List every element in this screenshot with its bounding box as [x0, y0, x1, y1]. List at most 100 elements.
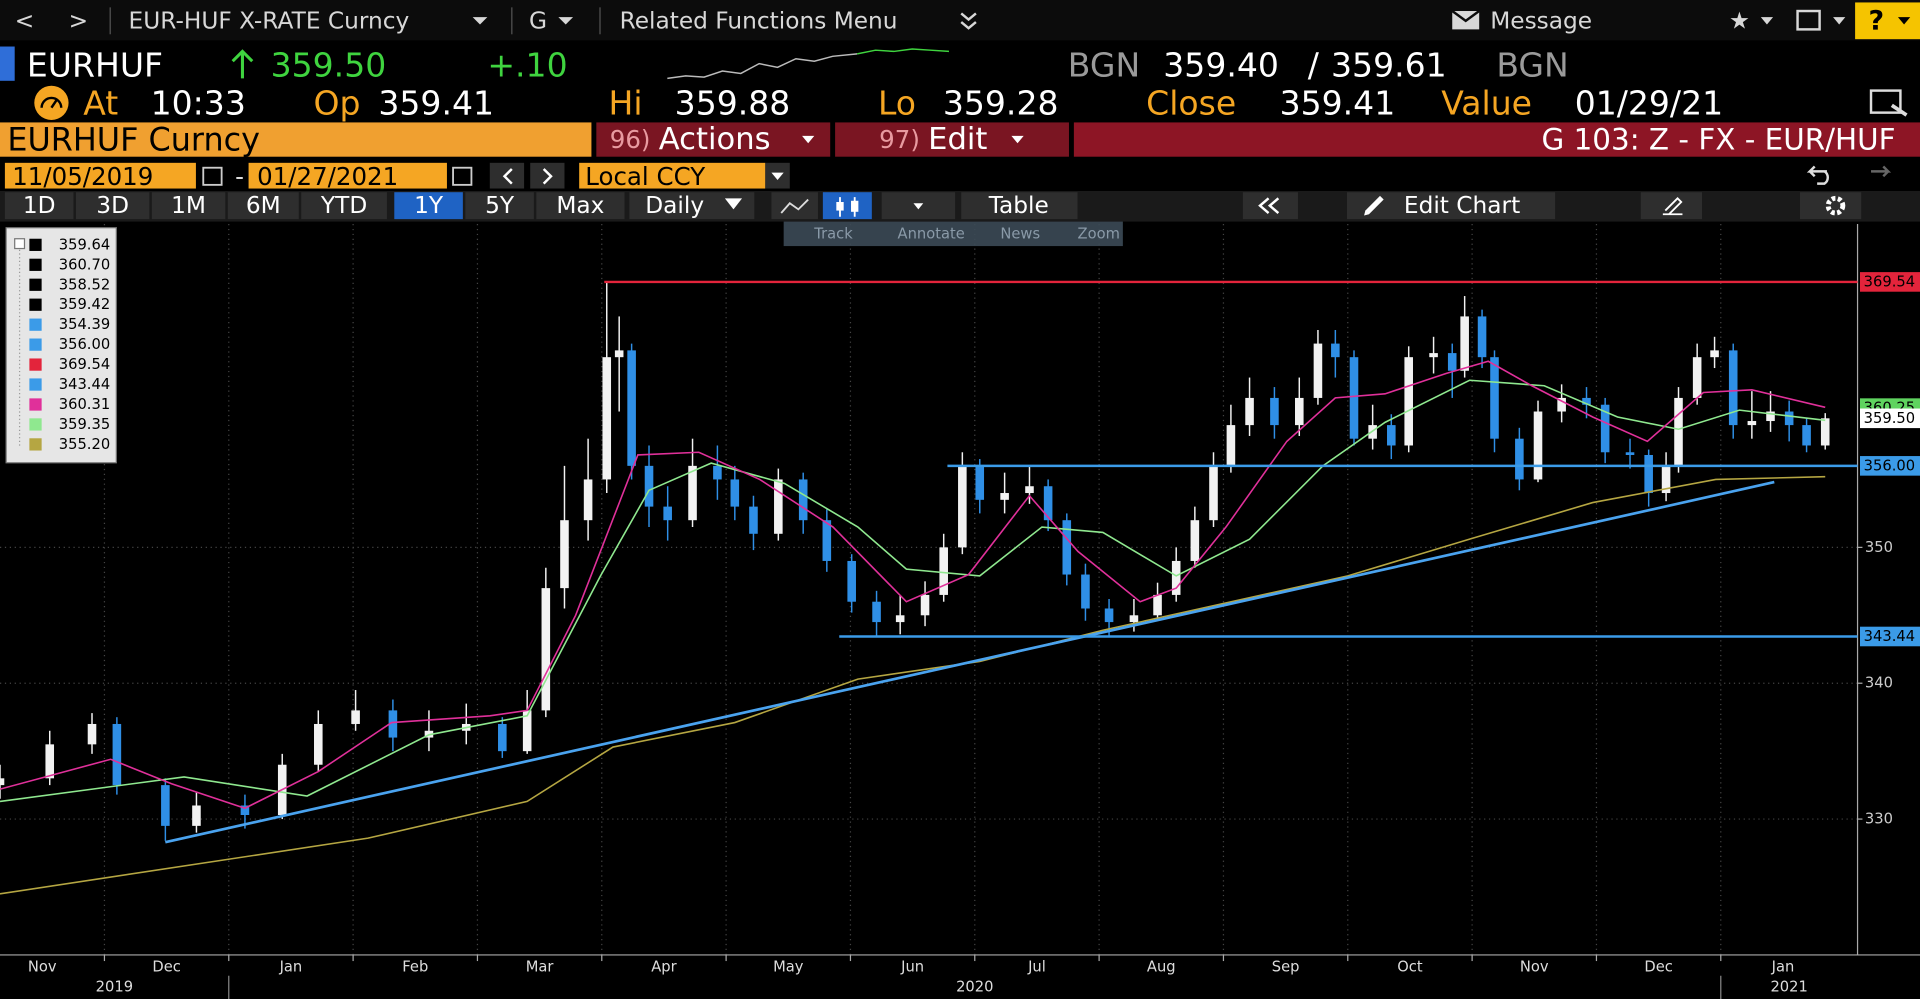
period-label[interactable]: 1M	[171, 192, 206, 219]
period-label[interactable]: 6M	[246, 192, 281, 219]
period-button[interactable]	[75, 192, 150, 220]
x-tick-label: Dec	[1644, 959, 1672, 976]
period-label[interactable]: 3D	[96, 192, 129, 219]
candle-body	[1000, 493, 1009, 500]
stats-row: At 10:33 Op 359.41 Hi 359.88 Lo 359.28 Close 359.…	[83, 83, 1723, 122]
security-tab[interactable]	[0, 122, 592, 157]
left-chevron	[502, 168, 513, 185]
candle-body	[1349, 357, 1359, 439]
next-range[interactable]	[530, 162, 565, 189]
chart-tool[interactable]: News	[1000, 225, 1040, 242]
legend-swatch	[29, 238, 42, 251]
candle-body	[1245, 397, 1254, 426]
actions-tab[interactable]	[596, 122, 831, 157]
period-label[interactable]: Max	[556, 192, 604, 219]
favorite-icon[interactable]: ★	[1729, 7, 1750, 34]
back-button[interactable]: <	[15, 7, 34, 34]
calendar-icon[interactable]	[202, 166, 223, 186]
stat-value: 359.41	[1280, 83, 1396, 122]
settings-button[interactable]	[1800, 192, 1862, 220]
candle-body	[498, 723, 507, 752]
window-icon[interactable]	[1796, 9, 1821, 31]
undo-icon[interactable]	[1806, 165, 1829, 185]
start-date-field[interactable]	[4, 162, 196, 189]
frequency[interactable]: Daily	[645, 192, 704, 219]
edit-tab[interactable]	[835, 122, 1069, 157]
help-box[interactable]	[1855, 2, 1920, 40]
candle-body	[1460, 316, 1469, 371]
candle-body	[1728, 350, 1738, 426]
export-icon[interactable]	[1869, 89, 1902, 114]
edit-chart-label[interactable]: Edit Chart	[1404, 192, 1520, 219]
end-date-field[interactable]	[248, 162, 447, 189]
moving-average	[0, 379, 1826, 803]
top-toolbar	[0, 0, 1920, 41]
security-menu[interactable]: EUR-HUF X-RATE Curncy	[129, 7, 410, 34]
actions-number[interactable]: 96)	[610, 125, 651, 154]
period-button[interactable]	[394, 192, 463, 220]
x-tick-label: Oct	[1397, 959, 1423, 976]
period-button[interactable]	[151, 192, 226, 220]
export-arrow	[1890, 103, 1908, 117]
table-button[interactable]	[961, 192, 1078, 220]
forward-button[interactable]: >	[69, 7, 88, 34]
legend-value: 356.00	[59, 336, 110, 353]
calendar-icon[interactable]	[452, 166, 473, 186]
period-button[interactable]	[227, 192, 299, 220]
period-button[interactable]	[465, 192, 534, 220]
x-tick-label: May	[773, 959, 804, 976]
chart-tool[interactable]: Zoom	[1078, 225, 1120, 242]
currency[interactable]: Local CCY	[585, 162, 705, 191]
candle-body	[1490, 357, 1499, 439]
legend-collapse[interactable]	[14, 238, 26, 250]
table-label[interactable]: Table	[988, 192, 1049, 219]
x-tick-label: Nov	[1520, 959, 1549, 976]
candle-body	[1557, 397, 1566, 412]
period-button[interactable]	[301, 192, 387, 220]
candle-body	[1429, 353, 1438, 358]
level-tag-label: 343.44	[1864, 628, 1915, 645]
candle-body	[388, 710, 398, 738]
related-functions-menu[interactable]: Related Functions Menu	[620, 7, 898, 34]
legend-value: 359.42	[59, 296, 110, 313]
period-label[interactable]: 1D	[23, 192, 56, 219]
period-button[interactable]	[536, 192, 625, 220]
year-label: 2021	[1770, 978, 1807, 995]
period-label[interactable]: YTD	[320, 192, 367, 219]
candle-body	[161, 785, 170, 826]
help-button[interactable]: ?	[1869, 5, 1885, 36]
year-label: 2020	[956, 978, 993, 995]
candle-body	[920, 594, 930, 616]
legend-swatch	[29, 338, 42, 351]
security-tab-label[interactable]: EURHUF Curncy	[7, 121, 260, 159]
double-chevron	[1258, 197, 1280, 214]
redo-icon[interactable]	[1871, 165, 1892, 178]
candle-body	[1313, 343, 1323, 398]
end-date[interactable]: 01/27/2021	[257, 162, 398, 191]
legend-swatch	[29, 258, 42, 271]
dropdown-arrow	[771, 172, 784, 180]
edit-number[interactable]: 97)	[879, 125, 920, 154]
candle-body	[627, 350, 636, 466]
period-label[interactable]: 5Y	[485, 192, 515, 219]
prev-range[interactable]	[489, 162, 525, 189]
edit-chart-button[interactable]	[1346, 192, 1556, 220]
actions-label[interactable]: Actions	[659, 122, 771, 157]
start-date[interactable]: 11/05/2019	[12, 162, 153, 191]
edit-label[interactable]: Edit	[928, 122, 987, 157]
alert-icon[interactable]	[34, 85, 69, 120]
period-button[interactable]	[4, 192, 74, 220]
chart-tool[interactable]: Track	[813, 225, 853, 242]
envelope-flap	[1451, 10, 1480, 23]
message-button[interactable]: Message	[1490, 7, 1592, 34]
dropdown-arrow	[1011, 135, 1024, 144]
candle-body	[1692, 357, 1702, 398]
g-menu[interactable]: G	[529, 7, 547, 34]
chart-tool[interactable]: Annotate	[898, 225, 965, 242]
candle-body	[1331, 343, 1340, 358]
stat-value: 359.41	[378, 83, 494, 122]
period-label[interactable]: 1Y	[414, 192, 444, 219]
currency-field[interactable]	[579, 162, 766, 189]
last-price: 359.50	[271, 45, 387, 84]
candle-chart-button[interactable]	[822, 192, 872, 220]
